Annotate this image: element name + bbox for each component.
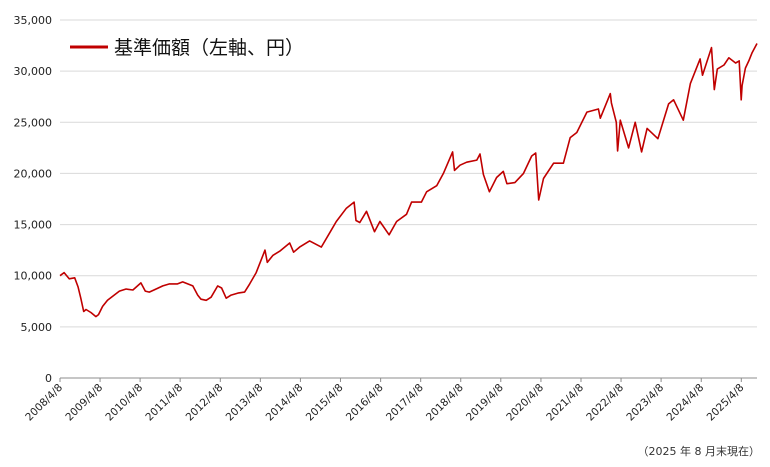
as-of-note: （2025 年 8 月末現在） <box>637 445 760 458</box>
series-lines <box>59 43 758 318</box>
y-tick-label: 0 <box>45 372 52 385</box>
y-tick-label: 25,000 <box>14 116 53 129</box>
legend-label: 基準価額（左軸、円） <box>114 37 304 59</box>
y-tick-label: 35,000 <box>14 14 53 27</box>
x-tick-label: 2017/4/8 <box>384 382 426 424</box>
y-tick-label: 20,000 <box>14 167 53 180</box>
x-tick-label: 2014/4/8 <box>264 382 306 424</box>
x-tick-label: 2018/4/8 <box>424 382 466 424</box>
x-tick-label: 2016/4/8 <box>344 382 386 424</box>
x-tick-label: 2024/4/8 <box>665 382 707 424</box>
x-tick-label: 2010/4/8 <box>103 382 145 424</box>
x-tick-label: 2012/4/8 <box>184 382 226 424</box>
y-axis-ticks: 35,000 30,000 25,000 20,000 15,000 10,000 5,00… <box>14 14 53 385</box>
gridlines <box>60 19 757 328</box>
x-tick-label: 2025/4/8 <box>705 382 747 424</box>
y-tick-label: 5,000 <box>21 321 53 334</box>
x-tick-label: 2008/4/8 <box>23 382 65 424</box>
x-tick-label: 2015/4/8 <box>304 382 346 424</box>
x-tick-label: 2023/4/8 <box>624 382 666 424</box>
y-tick-label: 30,000 <box>14 65 53 78</box>
legend: 基準価額（左軸、円） <box>70 37 304 59</box>
x-axis-ticks: 2008/4/82009/4/82010/4/82011/4/82012/4/8… <box>23 378 746 423</box>
x-tick-label: 2013/4/8 <box>224 382 266 424</box>
y-tick-label: 10,000 <box>14 270 53 283</box>
series-line-0 <box>59 43 758 318</box>
x-tick-label: 2022/4/8 <box>584 382 626 424</box>
x-tick-label: 2009/4/8 <box>63 382 105 424</box>
x-tick-label: 2021/4/8 <box>544 382 586 424</box>
y-tick-label: 15,000 <box>14 219 53 232</box>
x-tick-label: 2020/4/8 <box>504 382 546 424</box>
x-tick-label: 2011/4/8 <box>143 382 185 424</box>
x-tick-label: 2019/4/8 <box>464 382 506 424</box>
